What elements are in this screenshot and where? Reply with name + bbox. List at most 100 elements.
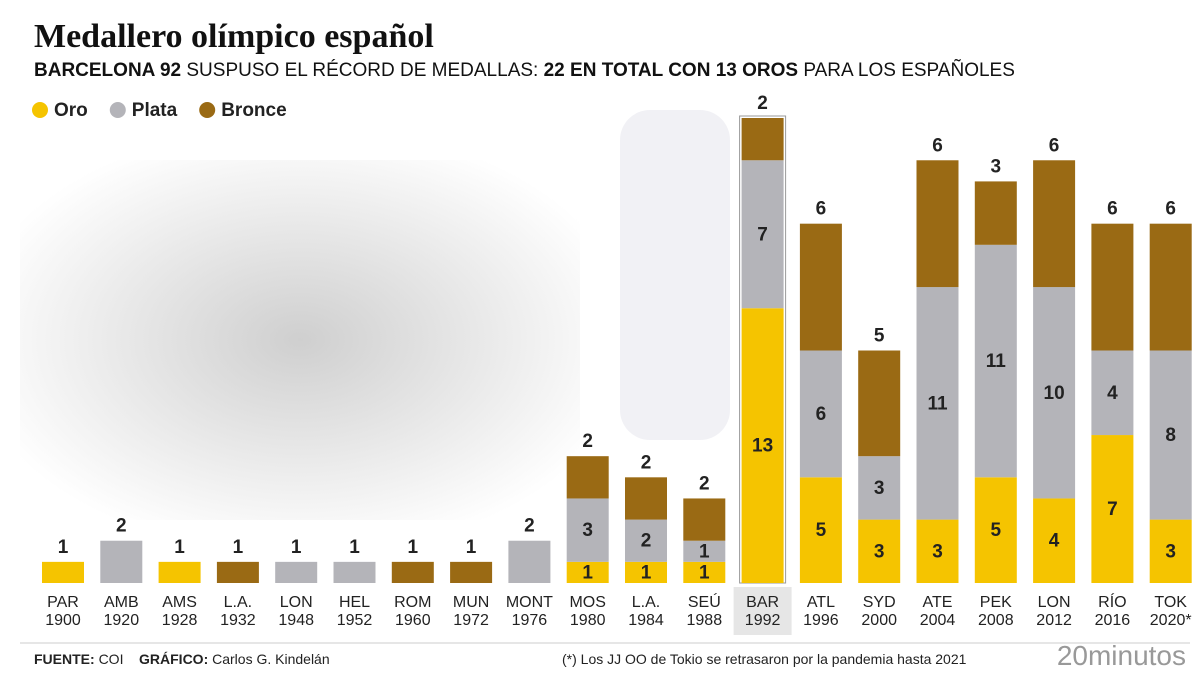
bar-segment: [1033, 160, 1076, 288]
bar-segment: [625, 477, 667, 520]
x-tick-label: ATL 1996: [803, 594, 839, 629]
x-tick-label: HEL 1952: [336, 594, 373, 629]
highlight-band: [733, 587, 792, 635]
x-tick-label: SEÚ 1988: [686, 594, 723, 629]
x-tick-label: BAR 1992: [744, 594, 781, 629]
data-label: 7: [757, 224, 768, 245]
data-label: 5: [991, 520, 1002, 541]
x-tick-label: PAR 1900: [45, 594, 81, 629]
x-tick-label: MONT 1976: [505, 594, 553, 629]
bar-segment: [799, 350, 842, 478]
x-tick-label: LON 2012: [1036, 594, 1072, 629]
bar-segment: [683, 498, 726, 541]
data-label: 11: [927, 393, 948, 414]
data-label: 2: [757, 93, 768, 114]
bar-segment: [1091, 435, 1134, 583]
data-label: 2: [641, 531, 652, 552]
data-label: 7: [1107, 499, 1118, 520]
data-label: 8: [1165, 425, 1176, 446]
bar-segment: [741, 308, 784, 583]
graphic-label: GRÁFICO:: [139, 651, 209, 667]
subtitle-part: BARCELONA 92: [34, 60, 182, 81]
x-tick-label: MUN 1972: [452, 594, 490, 629]
bar-segment: [1149, 350, 1192, 520]
data-label: 3: [932, 541, 943, 562]
data-label: 1: [408, 537, 419, 558]
bar-segment: [625, 561, 667, 583]
bar-segment: [1033, 287, 1076, 499]
data-label: 6: [816, 404, 827, 425]
legend-swatch: [109, 102, 126, 118]
data-label: 6: [1107, 199, 1118, 220]
footer-note: (*) Los JJ OO de Tokio se retrasaron por…: [562, 651, 967, 667]
bar-segment: [683, 540, 726, 562]
bar-segment: [391, 561, 434, 583]
subtitle-part: 22 EN TOTAL CON 13 OROS: [543, 60, 799, 81]
bar-segment: [566, 498, 609, 562]
data-label: 2: [524, 516, 535, 537]
x-tick-label: AMB 1920: [103, 594, 140, 629]
legend-label: Plata: [132, 100, 178, 121]
data-label: 3: [874, 478, 885, 499]
data-label: 2: [699, 473, 710, 494]
graphic: Carlos G. Kindelán: [212, 651, 330, 667]
chart-title: Medallero olímpico español: [34, 18, 434, 55]
data-label: 1: [699, 541, 710, 562]
data-label: 3: [1165, 541, 1176, 562]
bar-segment: [741, 160, 784, 309]
bar-segment: [974, 181, 1017, 245]
data-label: 1: [58, 537, 69, 558]
data-label: 1: [291, 537, 302, 558]
bar-segment: [450, 561, 493, 583]
bar-segment: [508, 540, 551, 583]
data-label: 11: [986, 351, 1007, 372]
x-tick-label: RÍO 2016: [1094, 594, 1131, 629]
legend-label: Bronce: [221, 100, 286, 121]
bar-segment: [916, 519, 959, 583]
bar-segment: [42, 561, 84, 583]
legend-swatch: [199, 102, 216, 118]
data-label: 2: [116, 516, 127, 537]
x-tick-label: PEK 2008: [978, 594, 1014, 629]
x-tick-label: SYD 2000: [861, 594, 897, 629]
bar-segment: [858, 519, 901, 583]
x-tick-label: L.A. 1984: [628, 594, 664, 629]
bar-segment: [566, 456, 609, 499]
x-tick-label: AMS 1928: [161, 594, 198, 629]
data-label: 3: [991, 156, 1002, 177]
bar-segment: [158, 561, 201, 583]
data-label: 6: [932, 135, 943, 156]
bar-segment: [916, 160, 959, 288]
bar-segment: [916, 287, 959, 520]
data-label: 4: [1049, 531, 1060, 552]
data-label: 5: [816, 520, 827, 541]
bar-segment: [799, 223, 842, 351]
data-label: 6: [1165, 199, 1176, 220]
data-label: 6: [816, 199, 827, 220]
x-tick-label: ROM 1960: [394, 594, 432, 629]
bar-segment: [858, 350, 901, 457]
data-label: 1: [641, 562, 652, 583]
x-tick-label: L.A. 1932: [220, 594, 256, 629]
x-tick-label: LON 1948: [278, 594, 314, 629]
legend-label: Oro: [54, 100, 88, 121]
bar-segment: [683, 561, 726, 583]
chart-subtitle: BARCELONA 92 SUSPUSO EL RÉCORD DE MEDALL…: [34, 60, 1015, 82]
data-label: 1: [174, 537, 185, 558]
data-label: 1: [582, 562, 593, 583]
source: COI: [98, 651, 124, 667]
data-label: 1: [466, 537, 477, 558]
photo-figure: [620, 110, 730, 440]
data-label: 10: [1044, 383, 1065, 404]
bar-segment: [1033, 498, 1076, 583]
photo-background: [20, 160, 580, 520]
x-tick-label: MOS 1980: [569, 594, 606, 629]
bar-segment: [275, 561, 318, 583]
data-label: 1: [699, 562, 710, 583]
data-label: 3: [582, 520, 593, 541]
subtitle-part: SUSPUSO EL RÉCORD DE MEDALLAS:: [181, 60, 544, 81]
data-label: 1: [233, 537, 244, 558]
bar-segment: [216, 561, 259, 583]
bar-segment: [858, 456, 901, 520]
